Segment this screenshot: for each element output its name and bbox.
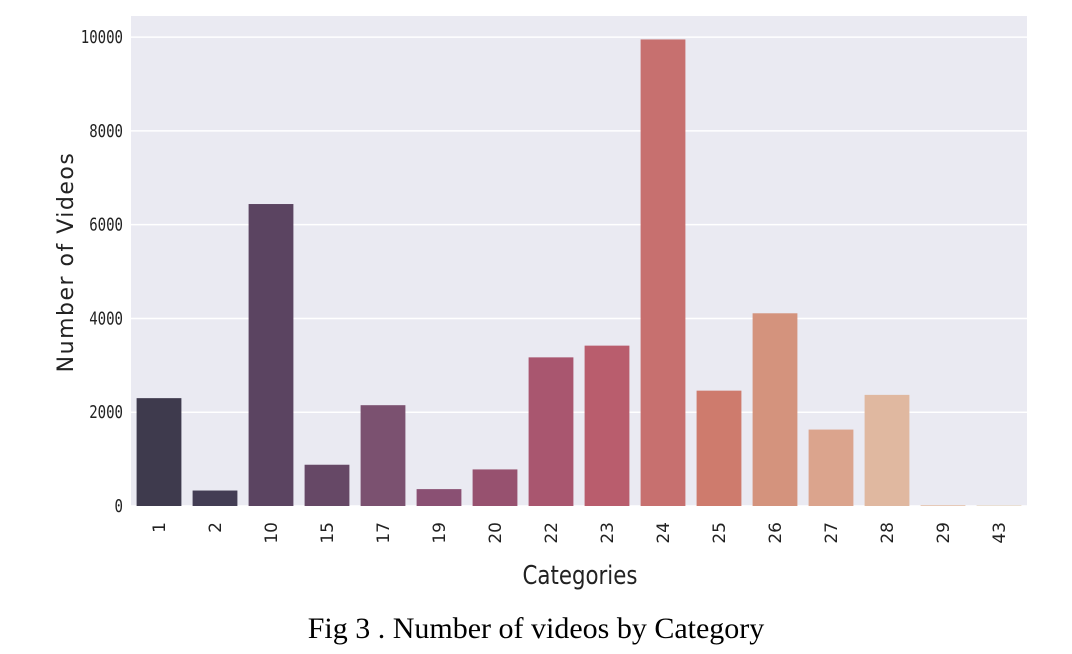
bar-2 [192, 490, 238, 506]
bar-17 [360, 405, 406, 506]
bar-15 [304, 464, 350, 506]
x-tick-label-23: 23 [598, 522, 618, 544]
y-tick-label: 6000 [89, 214, 123, 235]
x-tick-label-1: 1 [150, 522, 170, 533]
x-tick-label-20: 20 [486, 522, 506, 544]
bar-43 [976, 505, 1022, 506]
y-tick-label: 2000 [89, 401, 123, 422]
x-axis-title: Categories [523, 560, 638, 591]
y-axis-title: Number of Videos [54, 152, 79, 373]
bar-19 [416, 489, 462, 506]
bar-23 [584, 345, 630, 506]
y-tick-label: 8000 [89, 120, 123, 141]
bar-chart: 0 2000 4000 6000 8000 10000 1 2 10 15 17 19 20 22 23 2… [54, 16, 1027, 591]
y-tick-labels: 0 2000 4000 6000 8000 10000 [81, 26, 123, 516]
x-tick-label-19: 19 [430, 522, 450, 544]
x-tick-label-27: 27 [822, 522, 842, 544]
bar-22 [528, 357, 574, 506]
x-tick-label-43: 43 [990, 522, 1010, 544]
figure-caption: Fig 3 . Number of videos by Category [307, 612, 765, 645]
y-tick-label: 10000 [81, 26, 123, 47]
bars [136, 39, 1022, 507]
x-tick-label-17: 17 [374, 522, 394, 544]
bar-25 [696, 390, 742, 506]
bar-24 [640, 39, 686, 506]
y-tick-label: 4000 [89, 308, 123, 329]
x-tick-label-26: 26 [766, 522, 786, 544]
bar-29 [920, 505, 966, 506]
x-tick-label-2: 2 [206, 522, 226, 533]
y-tick-label: 0 [115, 495, 123, 516]
x-tick-label-29: 29 [934, 522, 954, 544]
bar-26 [752, 313, 798, 506]
bar-10 [248, 204, 294, 507]
x-tick-label-15: 15 [318, 522, 338, 544]
x-tick-label-24: 24 [654, 522, 674, 544]
bar-27 [808, 429, 854, 506]
bar-20 [472, 469, 518, 506]
bar-1 [136, 398, 182, 506]
x-tick-label-28: 28 [878, 522, 898, 544]
x-tick-label-25: 25 [710, 522, 730, 544]
bar-28 [864, 394, 910, 506]
x-tick-labels: 1 2 10 15 17 19 20 22 23 24 25 26 27 28 29 43 [150, 522, 1010, 544]
x-tick-label-10: 10 [262, 522, 282, 544]
x-tick-label-22: 22 [542, 522, 562, 544]
